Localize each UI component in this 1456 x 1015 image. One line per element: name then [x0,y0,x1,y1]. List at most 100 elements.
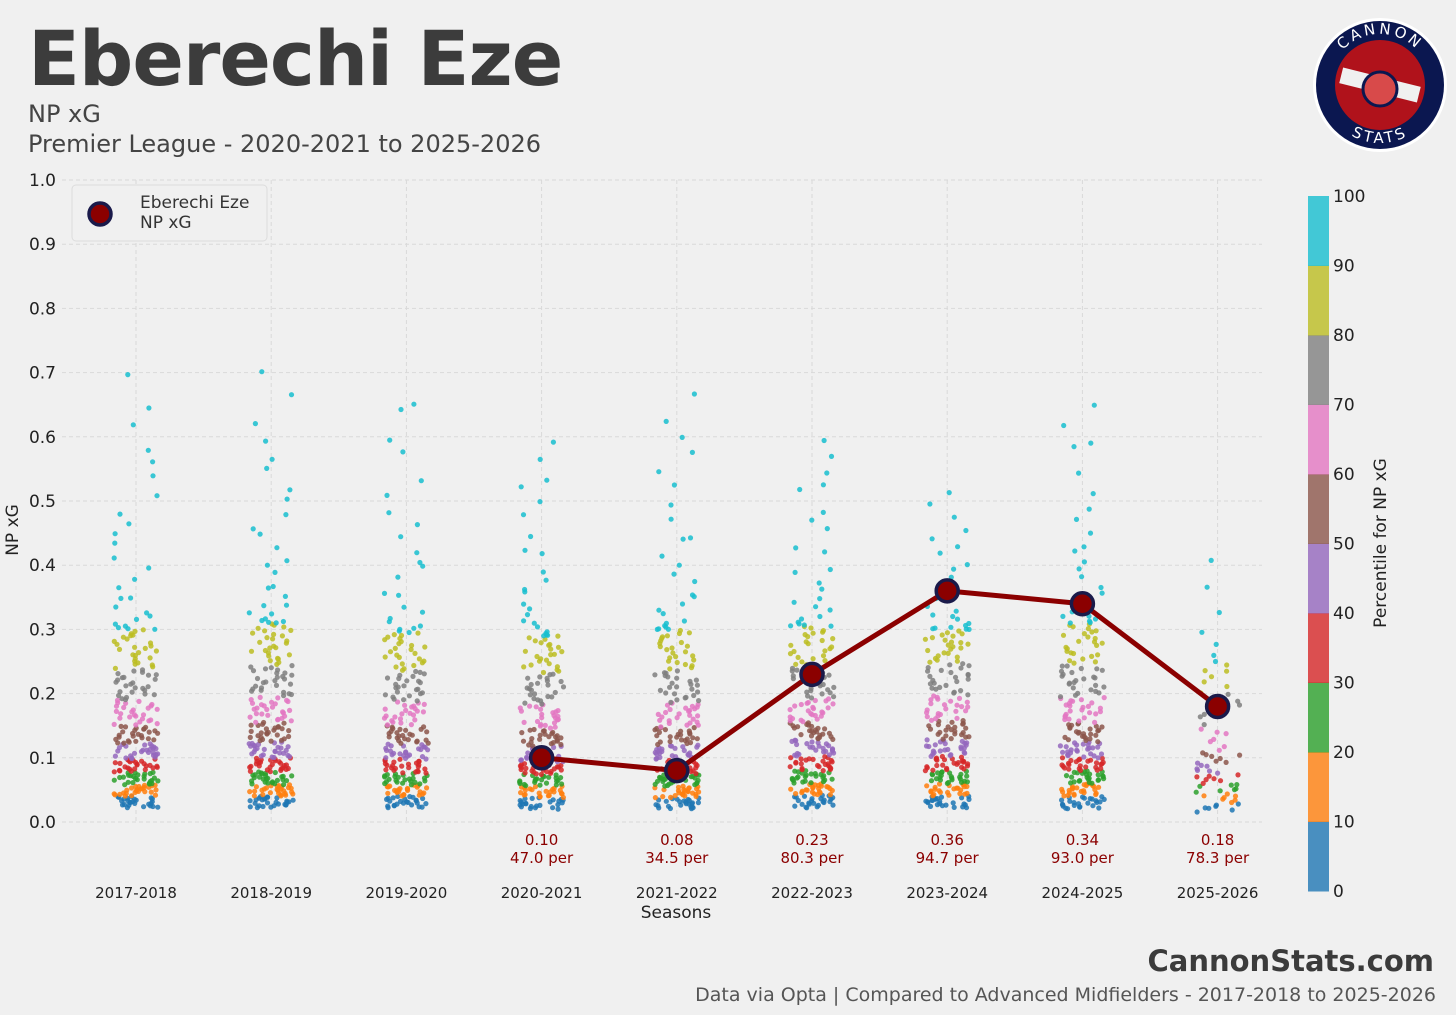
population-point [528,533,534,540]
population-point [530,743,536,749]
population-point [123,755,129,761]
population-point [416,746,422,752]
population-point [538,656,544,662]
population-point [267,645,273,651]
population-point [1093,688,1099,695]
population-point [666,718,672,724]
population-point [935,770,941,776]
population-point [817,613,823,620]
population-point [798,761,804,767]
population-point [274,545,280,551]
population-point [264,794,270,800]
population-point [1080,704,1086,711]
population-point [543,657,550,663]
population-point [815,762,821,769]
population-point [1200,780,1206,787]
population-point [810,756,816,763]
population-point [518,484,524,490]
population-point [825,687,831,693]
population-point [525,750,531,756]
population-point [669,680,675,686]
population-point [793,759,799,765]
population-point [658,724,664,730]
population-point [928,717,935,723]
population-point [1059,663,1065,669]
population-point [382,654,388,660]
population-point [387,649,394,655]
population-point [954,715,960,721]
population-point [1072,740,1078,746]
population-point [521,664,527,670]
population-point [826,672,832,678]
population-point [282,593,288,600]
population-point [798,732,804,738]
population-point [810,656,816,662]
population-point [964,773,970,779]
population-point [947,770,953,776]
population-point [674,659,680,666]
population-point [804,689,810,695]
population-point [559,649,565,655]
population-point [399,661,405,667]
population-point [550,729,556,736]
population-point [559,781,565,787]
population-point [797,486,803,493]
population-point [386,510,392,516]
population-point [517,798,523,804]
population-point [552,724,558,730]
population-point [1087,530,1094,536]
population-point [522,586,528,593]
population-point [247,714,253,720]
population-point [1058,668,1065,674]
population-point [283,762,289,768]
population-point [1093,732,1099,738]
population-point [273,799,279,806]
player-point [1204,693,1231,720]
population-point [696,698,702,704]
population-point [269,611,275,617]
population-point [423,801,429,807]
population-point [152,728,158,734]
population-point [1198,726,1204,732]
population-point [147,640,154,646]
population-point [522,648,529,654]
population-point [546,661,552,667]
population-point [788,755,794,761]
population-point [526,635,532,641]
population-point [421,658,427,664]
population-point [1063,644,1069,651]
population-point [820,768,826,774]
population-point [691,692,697,699]
population-point [798,756,804,762]
population-point [1071,769,1077,776]
population-point [656,729,663,736]
data-source-note: Data via Opta | Compared to Advanced Mid… [695,984,1436,1006]
population-point [255,625,261,631]
chart-subtitle-competition: Premier League - 2020-2021 to 2025-2026 [28,130,541,158]
population-point [788,786,794,792]
colorbar-tick-label: 30 [1333,674,1355,694]
brand-name[interactable]: CannonStats.com [1147,944,1434,978]
population-point [534,718,541,725]
population-point [809,739,815,745]
population-point [1066,680,1073,686]
population-point [808,625,814,631]
population-point [818,771,824,778]
population-point [812,771,818,777]
population-point [121,740,127,746]
population-point [1202,805,1208,811]
population-point [403,749,409,755]
population-point [667,738,673,745]
population-point [143,724,149,730]
population-point [1080,731,1087,737]
population-point [795,654,801,661]
population-point [151,775,157,781]
population-point [812,697,818,704]
population-point [253,755,260,762]
population-point [538,706,544,712]
population-point [128,753,134,759]
population-point [555,633,561,639]
population-point [1224,791,1230,797]
population-point [931,693,937,699]
population-point [146,405,152,411]
